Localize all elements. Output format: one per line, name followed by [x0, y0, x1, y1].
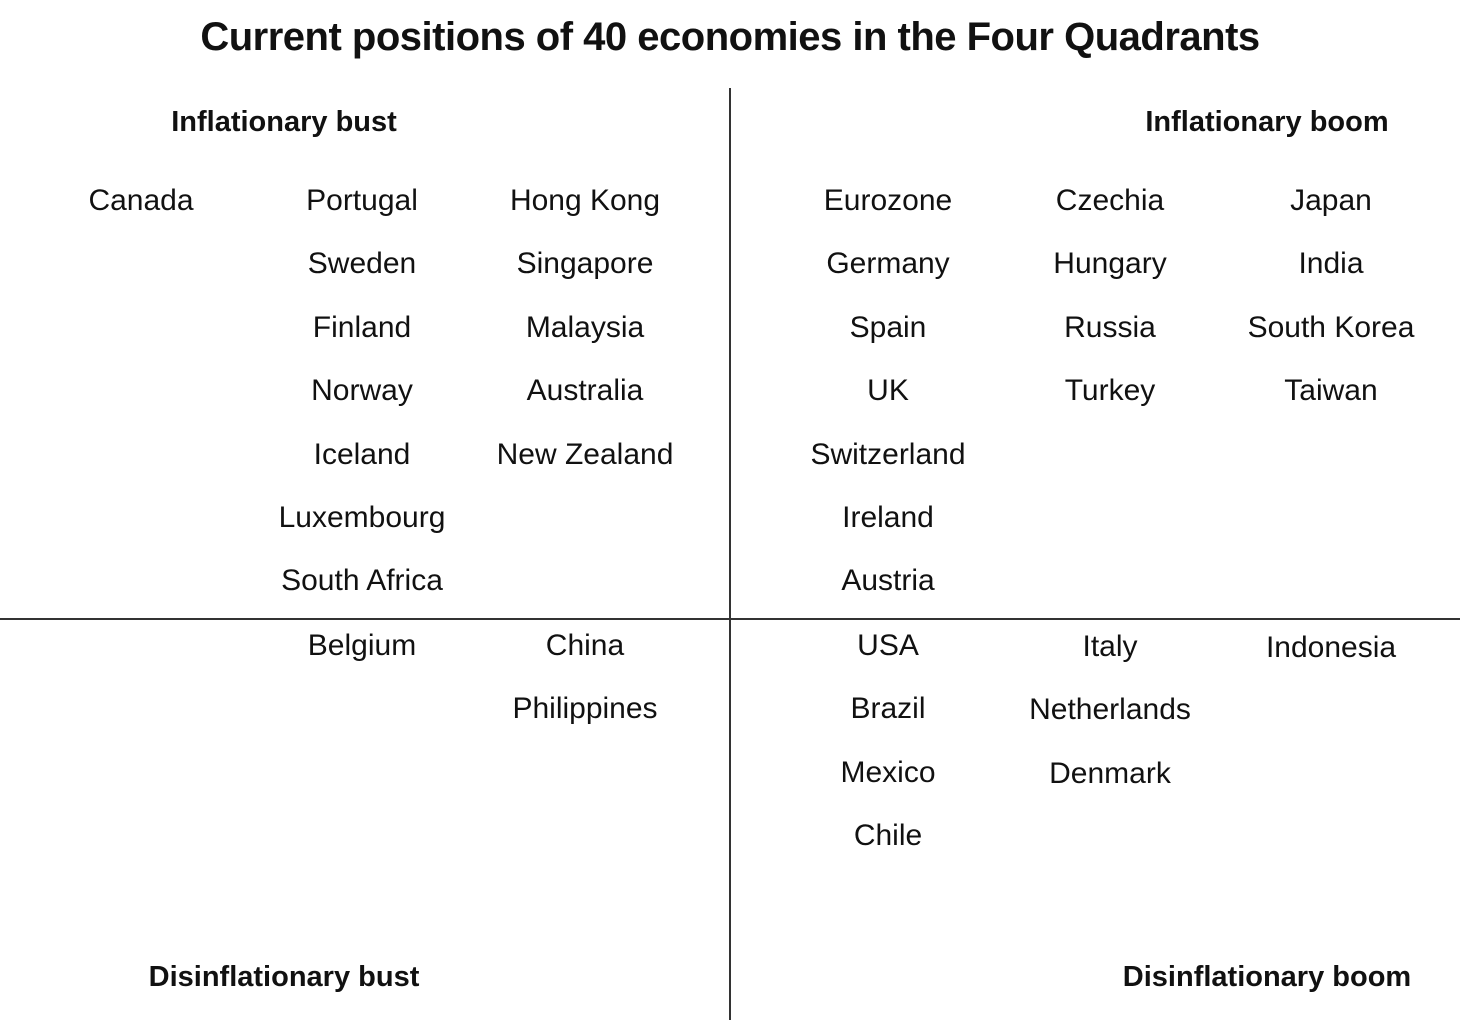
quadrant-label-inflationary-bust: Inflationary bust — [171, 106, 397, 138]
quadrant-label-inflationary-boom: Inflationary boom — [1145, 106, 1389, 138]
economy-label: Iceland — [313, 437, 411, 471]
inflationary-boom-column-2: Czechia Hungary Russia Turkey — [990, 183, 1230, 437]
inflationary-boom-column-3: Japan India South Korea Taiwan — [1211, 183, 1451, 437]
economy-label: India — [1298, 247, 1364, 281]
economy-label: Turkey — [1064, 374, 1156, 408]
economy-label: South Korea — [1247, 310, 1415, 344]
horizontal-axis-divider — [0, 618, 1460, 620]
economy-label: Ireland — [842, 500, 934, 534]
economy-label: Spain — [849, 310, 927, 344]
economy-label: Australia — [526, 374, 644, 408]
economy-label: Eurozone — [823, 184, 953, 217]
economy-label: Belgium — [307, 629, 417, 662]
economy-label: Switzerland — [810, 437, 966, 471]
economy-label: Italy — [1082, 630, 1138, 663]
economy-label: Philippines — [512, 692, 658, 726]
economy-label: Hungary — [1053, 247, 1167, 281]
economy-label: Taiwan — [1284, 374, 1378, 408]
inflationary-bust-column-2: Portugal Sweden Finland Norway Iceland L… — [242, 183, 482, 627]
economy-label: Sweden — [307, 247, 417, 281]
economy-label: Japan — [1290, 184, 1372, 217]
diagram-title: Current positions of 40 economies in the… — [200, 15, 1260, 59]
economy-label: China — [545, 629, 625, 662]
economy-label: Finland — [312, 310, 412, 344]
economy-label: Mexico — [840, 755, 936, 789]
economy-label: Denmark — [1049, 756, 1171, 790]
quadrant-label-disinflationary-bust: Disinflationary bust — [148, 961, 420, 993]
inflationary-bust-column-1: Canada — [21, 183, 261, 246]
economy-label: Hong Kong — [509, 184, 661, 217]
economy-label: Portugal — [306, 184, 418, 217]
economy-label: Luxembourg — [278, 500, 446, 534]
economy-label: Brazil — [850, 692, 926, 726]
economy-label: Norway — [311, 374, 413, 408]
disinflationary-bust-column-3: China Philippines — [465, 628, 705, 755]
disinflationary-boom-column-2: Italy Netherlands Denmark — [990, 629, 1230, 819]
economy-label: Austria — [841, 564, 935, 598]
economy-label: Singapore — [516, 247, 654, 281]
inflationary-boom-column-1: Eurozone Germany Spain UK Switzerland Ir… — [768, 183, 1008, 627]
economy-label: Germany — [826, 247, 950, 281]
vertical-axis-divider — [729, 88, 731, 1020]
economy-label: New Zealand — [496, 437, 674, 471]
economy-label: UK — [867, 374, 909, 408]
economy-label: South Africa — [281, 564, 443, 598]
economy-label: Netherlands — [1029, 693, 1191, 727]
disinflationary-boom-column-3: Indonesia — [1211, 630, 1451, 693]
inflationary-bust-column-3: Hong Kong Singapore Malaysia Australia N… — [465, 183, 705, 500]
economy-label: Canada — [88, 184, 194, 217]
disinflationary-boom-column-1: USA Brazil Mexico Chile — [768, 628, 1008, 882]
economy-label: Czechia — [1055, 184, 1165, 217]
economy-label: Indonesia — [1265, 631, 1397, 664]
economy-label: Malaysia — [525, 310, 645, 344]
disinflationary-bust-column-2: Belgium — [242, 628, 482, 691]
quadrant-label-disinflationary-boom: Disinflationary boom — [1122, 961, 1412, 993]
economy-label: USA — [857, 629, 919, 662]
economy-label: Russia — [1064, 310, 1156, 344]
economy-label: Chile — [853, 819, 923, 853]
